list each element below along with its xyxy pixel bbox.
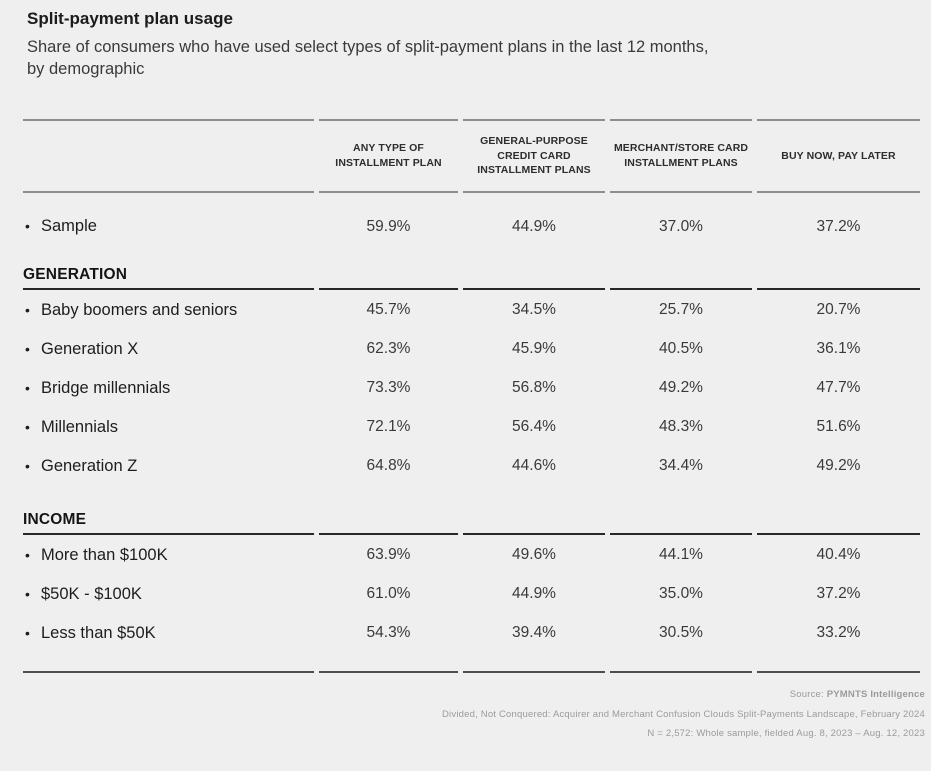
value-cell: 40.4% (816, 546, 861, 564)
value-cell: 40.5% (659, 340, 703, 358)
page-subtitle: Share of consumers who have used select … (27, 36, 931, 80)
row-label-cell: • Bridge millennials (23, 368, 314, 407)
table-row-generation-x: • Generation X 62.3% 45.9% 40.5% 36.1% (23, 329, 920, 368)
value-cell: 51.6% (816, 418, 861, 436)
row-label: Baby boomers and seniors (41, 301, 238, 320)
row-label-cell: • Less than $50K (23, 613, 314, 674)
row-label-cell: • More than $100K (23, 535, 314, 574)
split-payment-usage-table: ANY TYPE OF INSTALLMENT PLAN GENERAL-PUR… (18, 119, 925, 674)
row-label: Sample (41, 217, 97, 236)
value-cell: 48.3% (659, 418, 703, 436)
value-cell: 72.1% (366, 418, 411, 436)
table-row-more-than-100k: • More than $100K 63.9% 49.6% 44.1% 40.4% (23, 535, 920, 574)
table-row-generation-z: • Generation Z 64.8% 44.6% 34.4% 49.2% (23, 446, 920, 485)
value-cell: 30.5% (610, 613, 752, 674)
column-header-merchant-store: MERCHANT/STORE CARD INSTALLMENT PLANS (610, 119, 752, 194)
row-label-cell: • Baby boomers and seniors (23, 290, 314, 329)
value-cell: 34.4% (659, 457, 703, 475)
subtitle-line-1: Share of consumers who have used select … (27, 38, 709, 56)
value-cell: 36.1% (816, 340, 861, 358)
value-cell: 62.3% (366, 340, 411, 358)
bullet-icon: • (25, 625, 30, 642)
value-cell: 54.3% (319, 613, 458, 674)
value-cell: 49.2% (816, 457, 861, 475)
row-label: Millennials (41, 418, 119, 437)
footnote-source-line: Source: PYMNTS Intelligence (23, 685, 925, 705)
table-row-50k-100k: • $50K - $100K 61.0% 44.9% 35.0% 37.2% (23, 574, 920, 613)
value-cell: 44.1% (659, 546, 703, 564)
report-figure: Split-payment plan usage Share of consum… (18, 9, 931, 744)
column-header-credit-card: GENERAL-PURPOSE CREDIT CARD INSTALLMENT … (463, 119, 605, 194)
table-row-less-than-50k: • Less than $50K 54.3% 39.4% 30.5% 33.2% (23, 613, 920, 674)
value-cell: 37.2% (816, 217, 861, 235)
bullet-icon: • (25, 419, 30, 436)
column-header-bnpl: BUY NOW, PAY LATER (757, 119, 920, 194)
table-header-row: ANY TYPE OF INSTALLMENT PLAN GENERAL-PUR… (23, 119, 920, 194)
section-header-generation: GENERATION (23, 252, 920, 291)
row-label-cell: • Sample (23, 193, 314, 252)
value-cell: 47.7% (816, 379, 861, 397)
value-cell: 35.0% (659, 585, 703, 603)
value-cell: 64.8% (366, 457, 411, 475)
row-label: Generation X (41, 340, 139, 359)
source-prefix: Source: (789, 689, 827, 701)
value-cell: 49.6% (512, 546, 556, 564)
value-cell: 49.2% (659, 379, 703, 397)
row-label-cell: • Millennials (23, 407, 314, 446)
row-label-cell: • Generation X (23, 329, 314, 368)
footnote-report-line: Divided, Not Conquered: Acquirer and Mer… (442, 708, 925, 720)
bullet-icon: • (25, 458, 30, 475)
value-cell: 25.7% (659, 301, 703, 319)
value-cell: 59.9% (366, 217, 411, 235)
page-title: Split-payment plan usage (27, 9, 233, 28)
value-cell: 33.2% (757, 613, 920, 674)
row-label: Bridge millennials (41, 379, 171, 398)
section-header-income: INCOME (23, 485, 920, 536)
value-cell: 20.7% (816, 301, 861, 319)
row-label: $50K - $100K (41, 585, 142, 604)
bullet-icon: • (25, 380, 30, 397)
footnote-sample-line: N = 2,572: Whole sample, fielded Aug. 8,… (647, 728, 925, 740)
value-cell: 61.0% (366, 585, 411, 603)
bullet-icon: • (25, 302, 30, 319)
row-label-cell: • $50K - $100K (23, 574, 314, 613)
value-cell: 34.5% (512, 301, 556, 319)
table-row-baby-boomers: • Baby boomers and seniors 45.7% 34.5% 25… (23, 290, 920, 329)
value-cell: 44.9% (512, 217, 556, 235)
title-block: Split-payment plan usage Share of consum… (27, 9, 931, 80)
value-cell: 44.9% (512, 585, 556, 603)
bullet-icon: • (25, 341, 30, 358)
row-label: Less than $50K (41, 624, 156, 643)
row-label-cell: • Generation Z (23, 446, 314, 485)
value-cell: 63.9% (366, 546, 411, 564)
bullet-icon: • (25, 547, 30, 564)
value-cell: 39.4% (463, 613, 605, 674)
section-heading-label: GENERATION (23, 266, 128, 284)
value-cell: 56.4% (512, 418, 556, 436)
source-name: PYMNTS Intelligence (826, 689, 925, 701)
value-cell: 73.3% (366, 379, 411, 397)
subtitle-line-2: by demographic (27, 60, 145, 78)
value-cell: 45.9% (512, 340, 556, 358)
value-cell: 44.6% (512, 457, 556, 475)
value-cell: 56.8% (512, 379, 556, 397)
section-heading-label: INCOME (23, 511, 87, 529)
row-label: Generation Z (41, 457, 138, 476)
table-row-sample: • Sample 59.9% 44.9% 37.0% 37.2% (23, 193, 920, 252)
table-row-bridge-millennials: • Bridge millennials 73.3% 56.8% 49.2% 47… (23, 368, 920, 407)
row-label: More than $100K (41, 546, 168, 565)
source-footnote: Source: PYMNTS Intelligence Divided, Not… (23, 685, 925, 744)
bullet-icon: • (25, 218, 30, 235)
value-cell: 37.2% (816, 585, 861, 603)
value-cell: 45.7% (366, 301, 411, 319)
column-header-any-installment: ANY TYPE OF INSTALLMENT PLAN (319, 119, 458, 194)
bullet-icon: • (25, 586, 30, 603)
table-row-millennials: • Millennials 72.1% 56.4% 48.3% 51.6% (23, 407, 920, 446)
value-cell: 37.0% (659, 217, 703, 235)
column-header-spacer (23, 119, 314, 194)
